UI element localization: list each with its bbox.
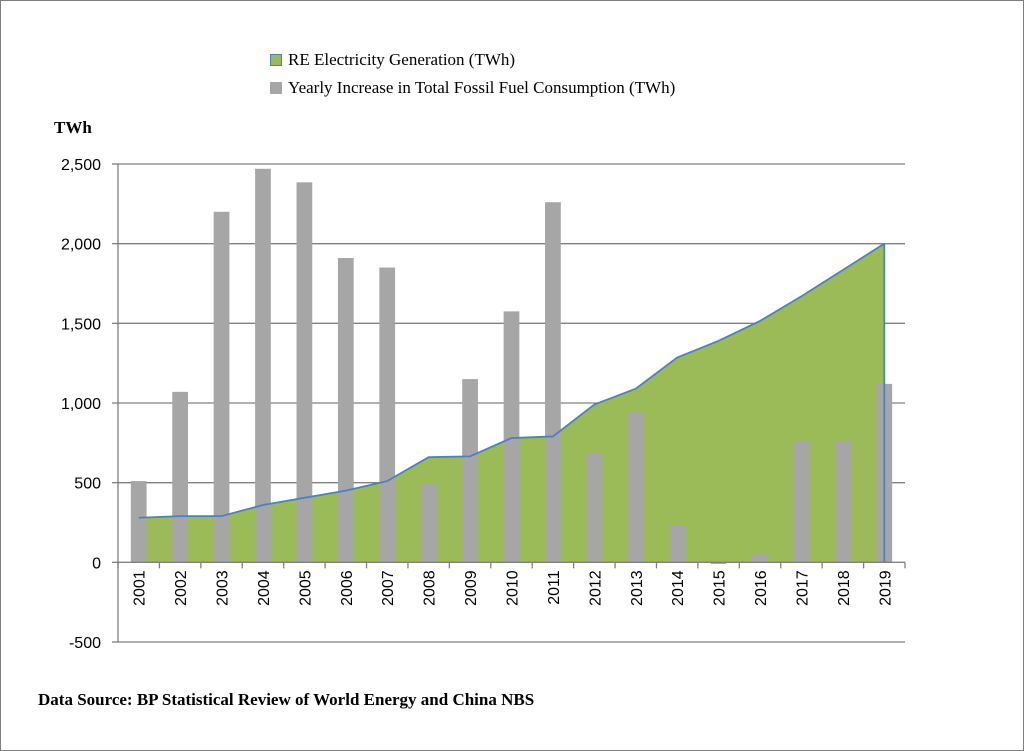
x-tick-label: 2018 bbox=[836, 570, 853, 606]
y-tick-label: 2,000 bbox=[61, 237, 101, 254]
legend-label-fossil-increase: Yearly Increase in Total Fossil Fuel Con… bbox=[288, 78, 676, 97]
bar-fossil-increase bbox=[545, 202, 561, 563]
line-re-generation bbox=[138, 242, 885, 519]
x-tick-label: 2007 bbox=[380, 570, 397, 606]
x-tick-label: 2005 bbox=[297, 570, 314, 606]
legend: RE Electricity Generation (TWh) Yearly I… bbox=[270, 46, 675, 102]
y-tick-label: 0 bbox=[92, 555, 101, 572]
x-tick-label: 2014 bbox=[670, 570, 687, 606]
bar-fossil-increase bbox=[834, 441, 851, 563]
x-tick-label: 2016 bbox=[753, 570, 770, 606]
bar-fossil-increase bbox=[752, 554, 768, 563]
area-re-generation bbox=[138, 243, 885, 563]
x-tick-label: 2009 bbox=[463, 570, 480, 606]
x-tick-label: 2013 bbox=[629, 570, 646, 606]
data-source-note: Data Source: BP Statistical Review of Wo… bbox=[38, 690, 535, 709]
bar-fossil-increase bbox=[296, 182, 313, 563]
bar-fossil-increase bbox=[586, 453, 603, 563]
bar-fossil-increase bbox=[172, 391, 189, 563]
legend-swatch-bar bbox=[270, 82, 282, 94]
x-tick-label: 2001 bbox=[132, 570, 149, 606]
y-tick-label: 500 bbox=[74, 476, 101, 493]
bar-fossil-increase bbox=[462, 379, 478, 563]
x-tick-label: 2019 bbox=[877, 570, 894, 606]
x-tick-label: 2011 bbox=[546, 570, 563, 605]
y-tick-label: 1,000 bbox=[61, 396, 101, 413]
x-tick-label: 2002 bbox=[173, 570, 190, 606]
bar-fossil-increase bbox=[213, 211, 230, 563]
x-tick-label: 2010 bbox=[505, 570, 522, 606]
x-tick-label: 2015 bbox=[712, 570, 729, 606]
bar-fossil-increase bbox=[420, 484, 437, 563]
bar-fossil-increase bbox=[793, 441, 810, 563]
y-tick-label: 1,500 bbox=[61, 316, 101, 333]
y-tick-label: 2,500 bbox=[61, 157, 101, 174]
bar-fossil-increase bbox=[627, 412, 644, 563]
bar-fossil-increase bbox=[130, 481, 147, 563]
bar-fossil-increase bbox=[379, 267, 396, 563]
legend-item-re-generation: RE Electricity Generation (TWh) bbox=[270, 46, 675, 74]
x-tick-label: 2003 bbox=[215, 570, 232, 606]
y-tick-label: -500 bbox=[69, 635, 101, 652]
x-tick-label: 2004 bbox=[256, 570, 273, 606]
legend-label-re-generation: RE Electricity Generation (TWh) bbox=[288, 50, 516, 69]
x-tick-label: 2006 bbox=[339, 570, 356, 606]
bar-fossil-increase bbox=[255, 168, 271, 563]
x-tick-label: 2017 bbox=[794, 570, 811, 606]
bar-fossil-increase bbox=[669, 525, 686, 563]
x-tick-label: 2008 bbox=[422, 570, 439, 606]
bar-fossil-increase bbox=[503, 311, 520, 563]
legend-swatch-area bbox=[270, 54, 282, 66]
bar-fossil-increase bbox=[710, 562, 727, 564]
bar-fossil-increase bbox=[337, 258, 354, 563]
y-axis-unit-label: TWh bbox=[54, 118, 92, 137]
x-tick-label: 2012 bbox=[587, 570, 604, 606]
legend-item-fossil-increase: Yearly Increase in Total Fossil Fuel Con… bbox=[270, 74, 675, 102]
